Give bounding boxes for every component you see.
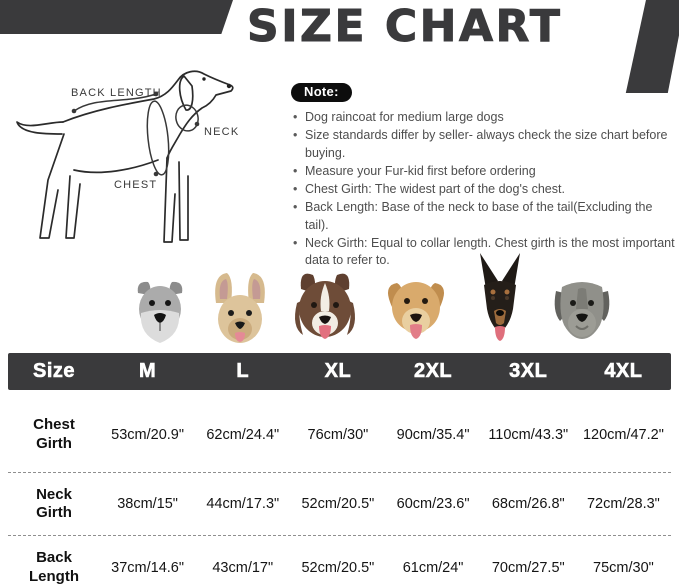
back-length-label: BACK LENGTH xyxy=(71,87,162,99)
header-cell-3xl: 3XL xyxy=(509,360,548,383)
schnauzer-photo xyxy=(128,277,192,347)
note-list: Dog raincoat for medium large dogs Size … xyxy=(291,109,675,269)
border-collie-photo xyxy=(287,263,363,347)
header-cell-l: L xyxy=(236,360,250,383)
chest-label: CHEST xyxy=(114,179,157,191)
header-cell-size: Size xyxy=(32,360,76,383)
measurement-lines xyxy=(73,93,199,176)
table-cell: 75cm/30" xyxy=(593,559,654,576)
note-section: Note: Dog raincoat for medium large dogs… xyxy=(291,83,675,270)
dog-measurement-diagram: BACK LENGTH NECK CHEST xyxy=(8,58,293,256)
neck-label: NECK xyxy=(204,126,239,138)
header-cell-xl: XL xyxy=(324,360,352,383)
header-cell-4xl: 4XL xyxy=(604,360,643,383)
row-label: Chest Girth xyxy=(33,416,75,452)
table-cell: 62cm/24.4" xyxy=(206,426,280,443)
table-cell: 60cm/23.6" xyxy=(396,496,470,513)
note-item: Back Length: Base of the neck to base of… xyxy=(291,199,675,234)
header-cell-m: M xyxy=(138,360,157,383)
table-cell: 110cm/43.3" xyxy=(488,426,569,443)
note-badge: Note: xyxy=(291,83,352,102)
golden-retriever-photo xyxy=(381,271,451,347)
table-cell: 52cm/20.5" xyxy=(301,496,375,513)
table-cell: 76cm/30" xyxy=(307,426,369,443)
table-cell: 52cm/20.5" xyxy=(301,559,375,576)
header-right-band xyxy=(625,0,679,93)
table-cell: 120cm/47.2" xyxy=(582,426,664,443)
table-row-back-length: Back Length 37cm/14.6" 43cm/17" 52cm/20.… xyxy=(8,536,671,587)
great-dane-photo xyxy=(550,267,614,347)
french-bulldog-photo xyxy=(210,269,270,347)
dog-breed-photos-row xyxy=(128,250,614,347)
table-header-row: Size M L XL 2XL 3XL 4XL xyxy=(8,353,671,390)
page-title: SIZE CHART xyxy=(246,1,563,53)
note-item: Size standards differ by seller- always … xyxy=(291,127,675,162)
table-cell: 53cm/20.9" xyxy=(111,426,184,443)
table-row-chest-girth: Chest Girth 53cm/20.9" 62cm/24.4" 76cm/3… xyxy=(8,390,671,473)
row-label: Back Length xyxy=(29,549,79,585)
table-row-neck-girth: Neck Girth 38cm/15" 44cm/17.3" 52cm/20.5… xyxy=(8,473,671,536)
table-cell: 37cm/14.6" xyxy=(111,559,184,576)
note-item: Neck Girth: Equal to collar length. Ches… xyxy=(291,235,675,270)
table-cell: 61cm/24" xyxy=(402,559,464,576)
row-label: Neck Girth xyxy=(36,485,72,522)
note-item: Measure your Fur-kid first before orderi… xyxy=(291,163,675,181)
table-cell: 70cm/27.5" xyxy=(491,559,565,576)
table-cell: 90cm/35.4" xyxy=(396,426,470,443)
doberman-photo xyxy=(468,251,532,347)
table-cell: 38cm/15" xyxy=(117,496,178,513)
header-cell-2xl: 2XL xyxy=(413,360,453,383)
table-cell: 72cm/28.3" xyxy=(586,496,660,513)
header-left-band xyxy=(0,0,233,34)
note-item: Dog raincoat for medium large dogs xyxy=(291,109,675,127)
dog-outline-drawing: BACK LENGTH NECK CHEST xyxy=(16,70,239,243)
dog-eye-dot xyxy=(202,77,206,81)
table-cell: 44cm/17.3" xyxy=(206,496,280,513)
table-cell: 68cm/26.8" xyxy=(491,496,565,513)
table-cell: 43cm/17" xyxy=(212,559,274,576)
size-chart-table: Size M L XL 2XL 3XL 4XL Chest Girth 53cm… xyxy=(8,353,671,587)
note-item: Chest Girth: The widest part of the dog'… xyxy=(291,181,675,199)
dog-nose-dot xyxy=(226,83,232,89)
